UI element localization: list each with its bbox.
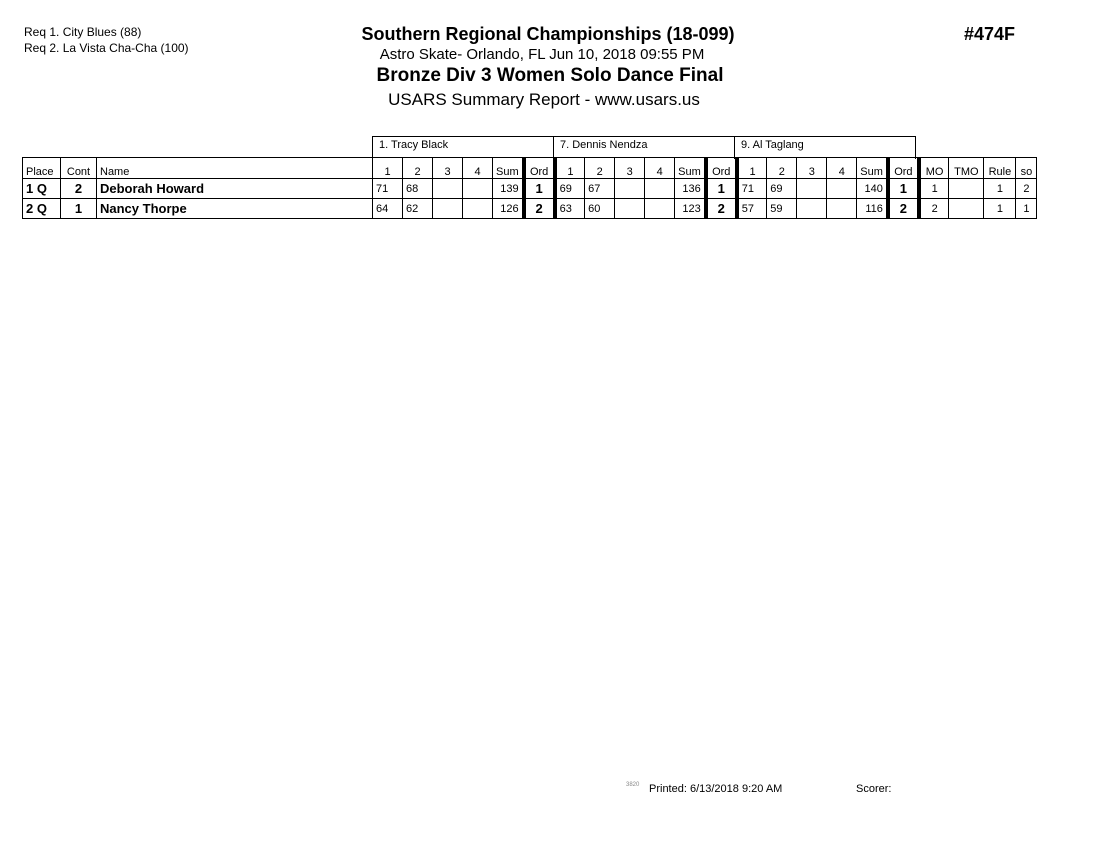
event-title: Bronze Div 3 Women Solo Dance Final [376,65,724,86]
score-cell: 60 [584,198,616,219]
score-cell: 64 [372,198,403,219]
score-cell [432,198,463,219]
header-ord: Ord [703,157,738,179]
score-cell [644,198,676,219]
header-sum: Sum [674,157,707,179]
header-sum: Sum [856,157,889,179]
header-score-2: 2 [402,157,433,179]
score-cell: 69 [766,178,798,199]
score-cell [796,178,828,199]
competition-title: Southern Regional Championships (18-099) [361,24,735,44]
score-cell [614,178,646,199]
name-cell: Nancy Thorpe [96,198,373,219]
score-cell: 71 [372,178,403,199]
mo-cell: 1 [916,178,950,199]
table-row: 2 Q 1 Nancy Thorpe 64 62 126 2 63 60 123 2 57 59 116 2… [22,198,1038,219]
so-cell: 1 [1015,198,1038,219]
request-1: Req 1. City Blues (88) [24,25,142,39]
header-ord: Ord [885,157,920,179]
results-table: Place Cont Name 1 2 3 4 Sum Ord 1 2 3 4 Sum Ord 1 2 3 4 Sum… [22,157,1038,219]
header-score-3: 3 [614,157,646,179]
header-score-1: 1 [372,157,403,179]
rule-cell: 1 [983,198,1017,219]
report-title: USARS Summary Report - www.usars.us [388,90,700,109]
score-cell: 67 [584,178,616,199]
ord-cell: 1 [703,178,738,199]
request-2: Req 2. La Vista Cha-Cha (100) [24,41,189,55]
so-cell: 2 [1015,178,1038,199]
mo-cell: 2 [916,198,950,219]
score-cell: 62 [402,198,433,219]
sum-cell: 140 [856,178,889,199]
score-cell: 68 [402,178,433,199]
judges-header: 1. Tracy Black 7. Dennis Nendza 9. Al Ta… [372,136,916,159]
header-score-2: 2 [584,157,616,179]
ord-cell: 2 [885,198,920,219]
score-cell [644,178,676,199]
sum-cell: 139 [491,178,525,199]
name-cell: Deborah Howard [96,178,373,199]
sum-cell: 136 [674,178,707,199]
header-sum: Sum [491,157,525,179]
header-name: Name [96,157,373,179]
score-cell [826,198,858,219]
header-rule: Rule [983,157,1017,179]
cont-cell: 2 [60,178,97,199]
header-score-1: 1 [734,157,768,179]
score-cell: 69 [552,178,586,199]
sum-cell: 123 [674,198,707,219]
score-cell: 71 [734,178,768,199]
score-cell [826,178,858,199]
scorer-label: Scorer: [856,783,892,795]
score-cell [462,198,493,219]
printed-date: Printed: 6/13/2018 9:20 AM [649,783,783,795]
score-cell [432,178,463,199]
rule-cell: 1 [983,178,1017,199]
header-place: Place [22,157,61,179]
header-score-4: 4 [826,157,858,179]
score-cell: 59 [766,198,798,219]
score-cell: 57 [734,198,768,219]
sum-cell: 126 [491,198,525,219]
cont-cell: 1 [60,198,97,219]
ord-cell: 2 [521,198,556,219]
score-cell [614,198,646,219]
header-tmo: TMO [948,157,985,179]
score-cell: 63 [552,198,586,219]
header-score-4: 4 [462,157,493,179]
place-cell: 1 Q [22,178,61,199]
footer-code: 3820 [626,782,640,788]
event-code: #474F [964,24,1016,44]
tmo-cell [948,178,985,199]
judge-2: 7. Dennis Nendza [553,136,735,159]
header-cont: Cont [60,157,97,179]
header-ord: Ord [521,157,556,179]
venue-date: Astro Skate- Orlando, FL Jun 10, 2018 09… [379,46,705,63]
header-score-3: 3 [432,157,463,179]
score-cell [796,198,828,219]
header-so: so [1015,157,1038,179]
score-cell [462,178,493,199]
ord-cell: 1 [521,178,556,199]
header-score-4: 4 [644,157,676,179]
ord-cell: 2 [703,198,738,219]
header-score-1: 1 [552,157,586,179]
header-score-2: 2 [766,157,798,179]
judge-3: 9. Al Taglang [734,136,916,159]
header-score-3: 3 [796,157,828,179]
ord-cell: 1 [885,178,920,199]
tmo-cell [948,198,985,219]
table-row: 1 Q 2 Deborah Howard 71 68 139 1 69 67 136 1 71 69 14… [22,178,1038,199]
sum-cell: 116 [856,198,889,219]
header-mo: MO [916,157,950,179]
column-header-row: Place Cont Name 1 2 3 4 Sum Ord 1 2 3 4 Sum Ord 1 2 3 4 Sum… [22,157,1038,179]
judge-1: 1. Tracy Black [372,136,554,159]
place-cell: 2 Q [22,198,61,219]
